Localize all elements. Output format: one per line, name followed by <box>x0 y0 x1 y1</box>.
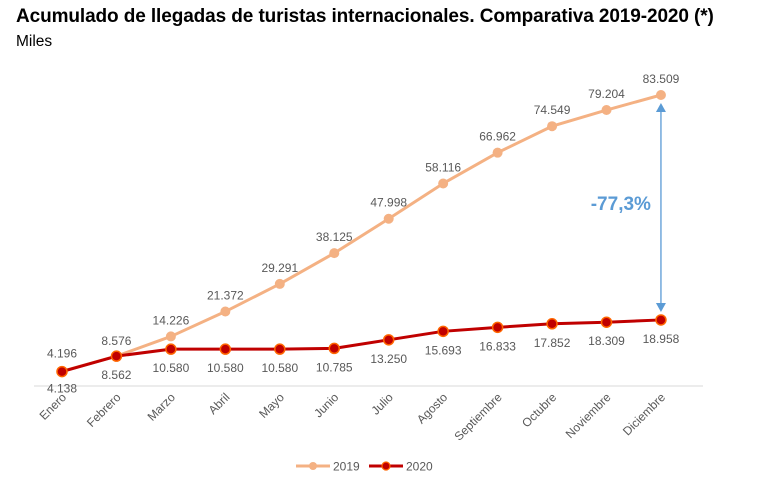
data-point-2019 <box>383 213 394 224</box>
data-point-2020 <box>219 343 232 355</box>
data-point-2020 <box>165 343 177 355</box>
data-label-2019: 66.962 <box>479 130 516 144</box>
data-label-2019: 29.291 <box>261 261 298 275</box>
data-point-2020 <box>382 334 395 346</box>
data-label-2020: 16.833 <box>479 339 516 353</box>
data-label-2019: 74.549 <box>534 103 571 117</box>
data-point-2019 <box>220 306 231 317</box>
x-tick-label: Noviembre <box>563 390 614 441</box>
data-label-2019: 14.226 <box>153 313 190 327</box>
data-label-2019: 4.196 <box>47 347 77 361</box>
data-label-2019: 58.116 <box>425 160 461 174</box>
data-label-2019: 21.372 <box>207 289 244 303</box>
x-tick-label: Marzo <box>145 390 179 424</box>
data-point-2020 <box>655 314 667 326</box>
arrow-up-icon <box>655 103 666 112</box>
legend-marker-2019 <box>309 462 317 470</box>
data-label-2020: 18.309 <box>588 334 625 348</box>
x-tick-label: Junio <box>311 390 341 420</box>
x-tick-label: Octubre <box>519 390 559 430</box>
data-point-2020 <box>56 365 68 378</box>
data-point-2020 <box>274 343 286 355</box>
data-label-2020: 8.562 <box>101 368 131 382</box>
data-label-2020: 10.580 <box>261 361 298 375</box>
data-point-2020 <box>437 325 449 338</box>
data-point-2020 <box>328 342 340 355</box>
x-tick-label: Julio <box>368 390 396 418</box>
data-point-2020 <box>600 316 613 328</box>
legend-marker-2020 <box>381 461 391 471</box>
x-tick-label: Agosto <box>414 390 451 427</box>
data-point-2020 <box>546 318 558 330</box>
data-label-2020: 13.250 <box>370 352 407 366</box>
data-point-2019 <box>547 121 558 132</box>
chart-subtitle: Miles <box>16 33 53 50</box>
data-point-2019 <box>492 147 503 158</box>
x-tick-label: Septiembre <box>451 390 505 444</box>
data-label-2020: 17.852 <box>534 336 571 350</box>
x-tick-label: Febrero <box>84 390 124 430</box>
annotation-text: -77,3% <box>591 194 651 215</box>
x-tick-label: Abril <box>206 390 233 417</box>
series-line-2019 <box>60 93 663 373</box>
legend-label-2020: 2020 <box>406 460 433 474</box>
legend-label-2019: 2019 <box>333 460 360 474</box>
data-label-2020: 10.580 <box>153 361 190 375</box>
data-point-2019 <box>601 105 612 116</box>
data-label-2020: 18.958 <box>643 332 680 346</box>
data-label-2020: 10.580 <box>207 361 244 375</box>
data-point-2020 <box>110 350 123 362</box>
data-label-2019: 47.998 <box>370 196 407 210</box>
data-label-2019: 83.509 <box>643 72 680 86</box>
series-line-2020 <box>60 318 663 374</box>
data-label-2020: 10.785 <box>316 360 353 374</box>
arrow-down-icon <box>655 302 666 312</box>
data-point-2019 <box>274 278 285 289</box>
data-label-2020: 15.693 <box>425 343 462 357</box>
data-point-2019 <box>329 248 340 259</box>
data-point-2019 <box>438 178 449 189</box>
data-label-2019: 8.576 <box>101 334 131 348</box>
data-label-2020: 4.138 <box>47 382 77 396</box>
data-point-2020 <box>491 321 504 334</box>
x-tick-label: Mayo <box>256 390 287 421</box>
data-point-2019 <box>655 90 666 100</box>
data-point-2019 <box>165 331 176 342</box>
data-label-2019: 79.204 <box>588 87 625 101</box>
x-tick-label: Diciembre <box>620 390 668 438</box>
chart-title: Acumulado de llegadas de turistas intern… <box>16 6 714 27</box>
data-label-2019: 38.125 <box>316 230 353 244</box>
